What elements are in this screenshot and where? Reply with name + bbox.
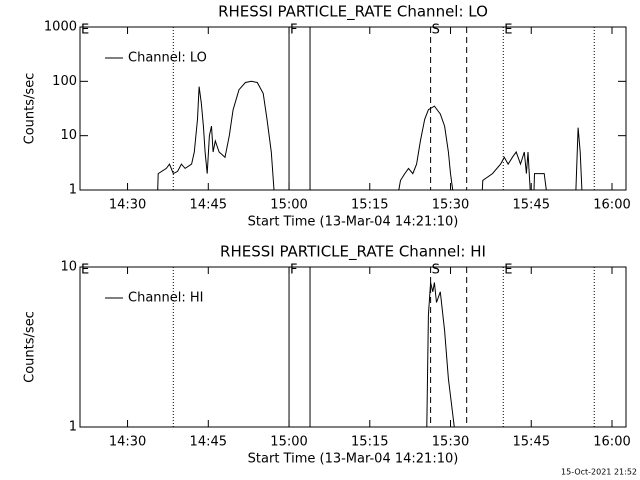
x-axis-label: Start Time (13-Mar-04 14:21:10) [248, 452, 459, 467]
footer: 15-Oct-2021 21:52 [561, 468, 637, 477]
x-tick-label: 14:30 [109, 198, 146, 213]
event-flag: S [432, 23, 440, 38]
y-tick-label: 1 [69, 420, 77, 435]
data-line [81, 80, 626, 191]
event-flag: E [81, 23, 89, 38]
y-axis-label: Counts/sec [23, 311, 38, 383]
x-tick-label: 15:30 [432, 198, 469, 213]
plot-frame [79, 26, 627, 191]
x-tick-label: 16:00 [593, 435, 630, 450]
x-tick-label: 15:15 [351, 198, 388, 213]
event-flag: E [81, 263, 89, 278]
y-axis-label: Counts/sec [23, 73, 38, 145]
data-line [81, 282, 626, 428]
chart-title: RHESSI PARTICLE_RATE Channel: LO [218, 3, 488, 22]
x-tick-label: 15:45 [513, 198, 550, 213]
x-tick-label: 15:30 [432, 435, 469, 450]
y-tick-label: 1000 [44, 20, 77, 35]
x-tick-label: 15:00 [270, 198, 307, 213]
legend-label: Channel: LO [128, 51, 207, 66]
x-tick-label: 14:30 [109, 435, 146, 450]
event-flag: E [504, 23, 512, 38]
x-tick-label: 14:45 [190, 435, 227, 450]
event-flag: F [290, 23, 297, 38]
legend-label: Channel: HI [128, 291, 204, 306]
x-tick-label: 14:45 [190, 198, 227, 213]
event-flag: F [290, 263, 297, 278]
x-tick-label: 15:00 [270, 435, 307, 450]
x-axis-label: Start Time (13-Mar-04 14:21:10) [248, 215, 459, 230]
event-flag: S [432, 263, 440, 278]
plot-frame [79, 266, 627, 428]
y-tick-label: 10 [60, 128, 77, 143]
y-tick-label: 1 [69, 183, 77, 198]
x-tick-label: 15:15 [351, 435, 388, 450]
y-tick-label: 10 [60, 260, 77, 275]
x-tick-label: 15:45 [513, 435, 550, 450]
y-tick-label: 100 [52, 74, 77, 89]
x-tick-label: 16:00 [593, 198, 630, 213]
event-flag: E [504, 263, 512, 278]
chart-title: RHESSI PARTICLE_RATE Channel: HI [220, 243, 486, 262]
